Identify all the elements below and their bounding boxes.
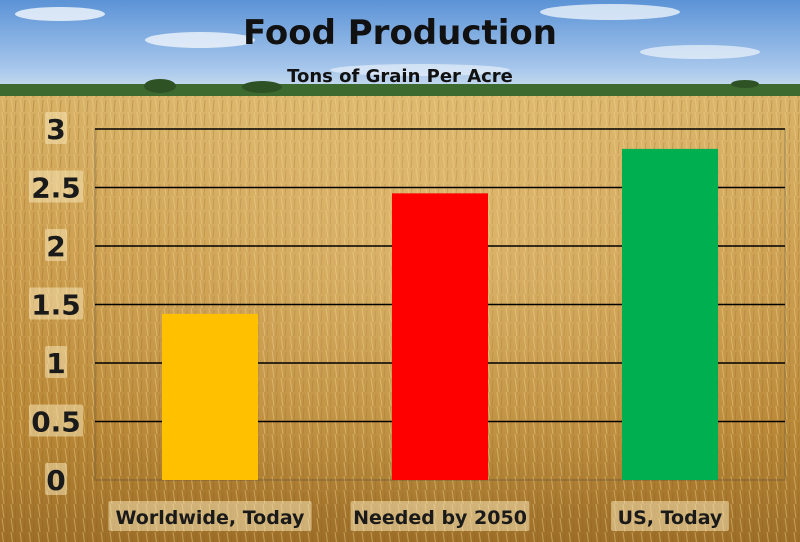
x-axis-ticks: Worldwide, Today Needed by 2050 US, Today xyxy=(108,501,729,531)
y-axis-ticks: 0 0.5 1 1.5 2 2.5 3 xyxy=(29,112,83,497)
y-tick-label: 2.5 xyxy=(31,172,81,205)
bar xyxy=(622,148,718,480)
y-tick-label-bg xyxy=(45,229,67,261)
y-tick-label: 3 xyxy=(46,113,65,146)
x-tick-label-bg xyxy=(611,501,729,531)
x-tick-label-bg xyxy=(350,501,530,531)
y-tick-label-bg xyxy=(29,287,83,320)
chart-title: Food Production xyxy=(243,13,557,53)
y-tick-label: 0.5 xyxy=(31,406,81,439)
y-tick-label-bg xyxy=(45,346,67,378)
y-tick-label: 1 xyxy=(46,347,65,380)
y-tick-label: 2 xyxy=(46,230,65,263)
y-tick-label: 1.5 xyxy=(31,289,81,322)
y-tick-label-bg xyxy=(29,404,83,437)
y-tick-label-bg xyxy=(45,112,67,144)
bars xyxy=(162,148,718,480)
x-tick-label: US, Today xyxy=(618,507,723,529)
chart-subtitle: Tons of Grain Per Acre xyxy=(287,66,513,87)
y-tick-label-bg xyxy=(45,463,67,495)
y-tick-label: 0 xyxy=(46,464,65,497)
plot-area: 0 0.5 1 1.5 2 2.5 3 Worldwide, Today Needed by … xyxy=(29,112,786,531)
x-tick-label-bg xyxy=(108,501,312,531)
bar xyxy=(162,313,258,480)
x-tick-label: Needed by 2050 xyxy=(353,507,527,529)
y-tick-label-bg xyxy=(29,170,83,203)
x-tick-label: Worldwide, Today xyxy=(116,507,306,529)
bar xyxy=(392,193,488,480)
